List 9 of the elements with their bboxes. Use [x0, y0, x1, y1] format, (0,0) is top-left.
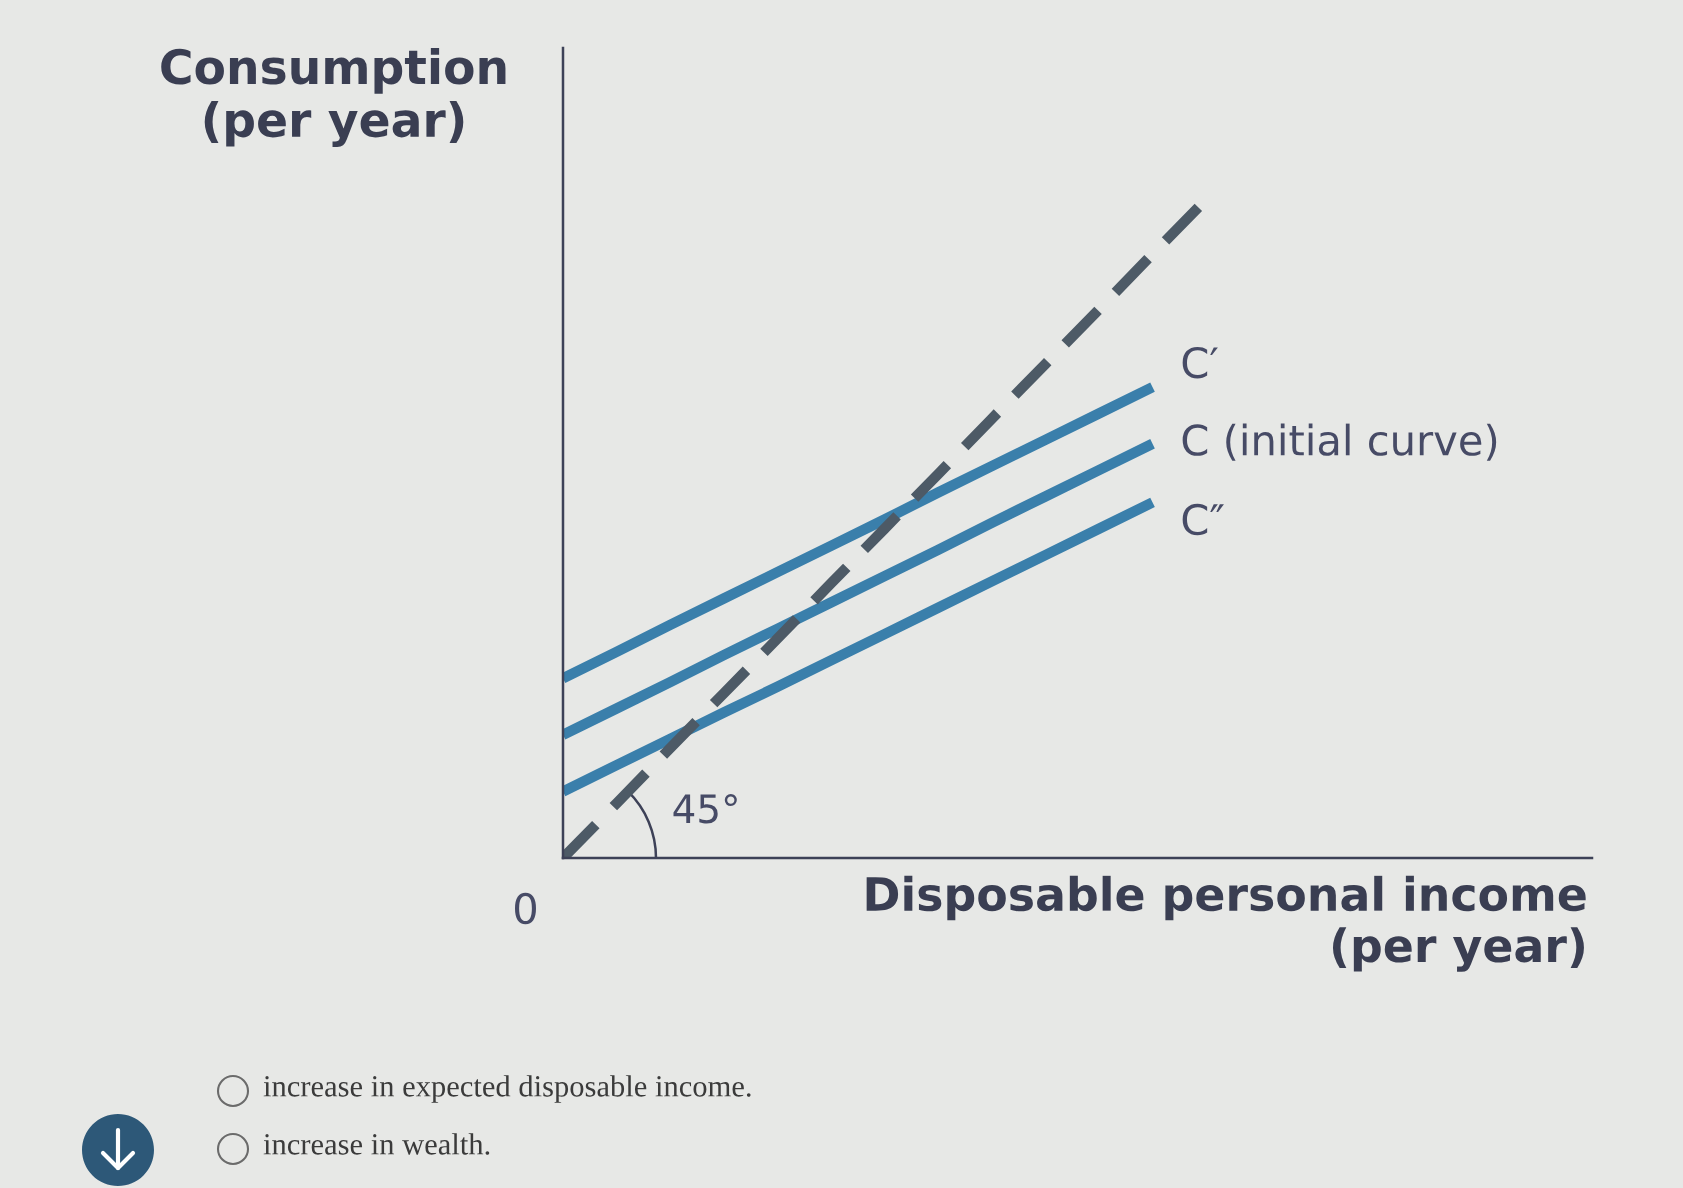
text: 0: [514, 892, 536, 925]
series-label: C (initial curve): [1182, 423, 1497, 461]
y-axis-title: Consumption (per year): [161, 48, 506, 147]
annotation: 45°: [673, 794, 737, 824]
series-label: C′: [1182, 346, 1218, 379]
series-label: C″: [1182, 503, 1224, 536]
text: increase in expected disposable income.: [263, 1075, 751, 1103]
text: increase in wealth.: [263, 1133, 490, 1155]
x-axis-title: Disposable personal income (per year): [866, 875, 1586, 972]
